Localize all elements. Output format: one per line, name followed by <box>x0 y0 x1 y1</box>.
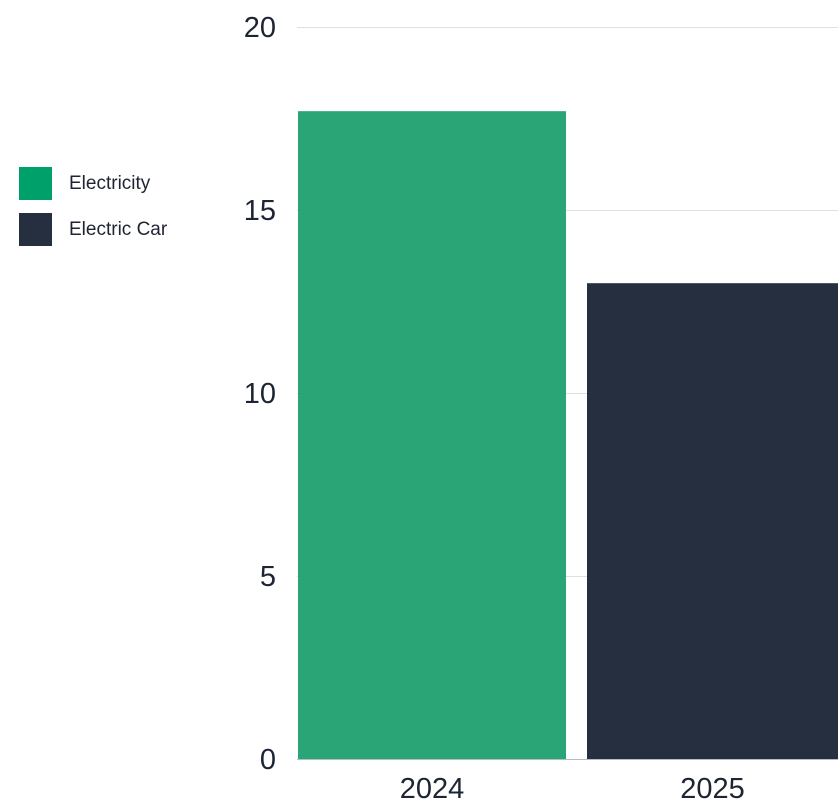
legend-label-electric-car: Electric Car <box>69 218 168 240</box>
y-tick-label-0: 0 <box>260 744 276 776</box>
legend-label-electricity: Electricity <box>69 172 151 194</box>
x-tick-label-2024: 2024 <box>400 773 465 804</box>
x-tick-label-2025: 2025 <box>680 773 745 804</box>
legend: Electricity Electric Car <box>19 167 167 259</box>
legend-item-electric-car[interactable]: Electric Car <box>19 213 167 246</box>
bar-electric-car-2025 <box>587 283 838 759</box>
y-tick-labels: 0 5 10 15 20 <box>244 12 276 776</box>
legend-item-electricity[interactable]: Electricity <box>19 167 167 200</box>
y-tick-label-15: 15 <box>244 195 276 227</box>
legend-swatch-electric-car <box>19 213 52 246</box>
y-tick-label-5: 5 <box>260 561 276 593</box>
legend-swatch-electricity <box>19 167 52 200</box>
x-tick-labels: 2024 2025 <box>400 773 745 805</box>
y-tick-label-20: 20 <box>244 12 276 44</box>
bars <box>298 111 838 760</box>
y-tick-label-10: 10 <box>244 378 276 410</box>
bar-electricity-2024 <box>298 111 566 760</box>
